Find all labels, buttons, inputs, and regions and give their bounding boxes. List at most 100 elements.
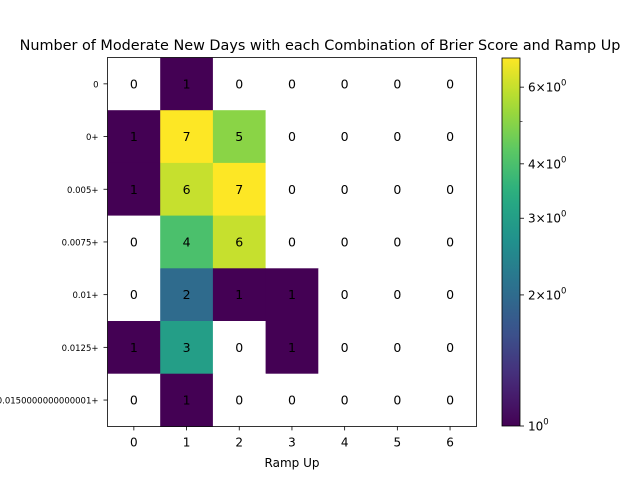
x-tick-label: 1 <box>183 435 191 449</box>
cell-value-label: 0 <box>130 76 138 91</box>
colorbar: 100 2×100 3×100 4×100 6×100 <box>501 57 566 434</box>
y-tick-label: 0.005+ <box>67 186 98 196</box>
heatmap-cell <box>107 215 161 269</box>
cell-value-label: 0 <box>235 393 243 408</box>
heatmap-cell <box>318 373 372 427</box>
cell-value-label: 7 <box>235 182 243 197</box>
cell-value-label: 0 <box>288 182 296 197</box>
heatmap-cell <box>423 57 477 111</box>
x-axis-label: Ramp Up <box>265 456 320 470</box>
cell-value-label: 0 <box>341 393 349 408</box>
heatmap-cell <box>265 110 319 164</box>
heatmap-cell <box>160 215 214 269</box>
y-tick-label: 0.0075+ <box>62 238 99 248</box>
heatmap-cell <box>212 110 266 164</box>
cell-value-label: 1 <box>130 182 138 197</box>
cell-value-label: 4 <box>183 234 191 249</box>
cell-value-label: 0 <box>446 234 454 249</box>
cell-value-label: 0 <box>341 287 349 302</box>
cell-value-label: 0 <box>341 234 349 249</box>
heatmap-cell <box>212 57 266 111</box>
cell-value-label: 0 <box>341 340 349 355</box>
cell-value-label: 0 <box>235 340 243 355</box>
heatmap-cell <box>423 373 477 427</box>
cell-value-label: 0 <box>446 287 454 302</box>
heatmap-cell <box>318 162 372 216</box>
cell-value-label: 0 <box>393 340 401 355</box>
heatmap-cell <box>265 57 319 111</box>
cell-value-label: 1 <box>130 340 138 355</box>
cell-value-label: 0 <box>288 393 296 408</box>
cell-value-label: 5 <box>235 129 243 144</box>
colorbar-tick-label: 6×100 <box>528 79 566 95</box>
heatmap-cell <box>265 268 319 322</box>
cell-value-label: 2 <box>183 287 191 302</box>
cell-value-label: 1 <box>288 287 296 302</box>
heatmap-cell <box>423 162 477 216</box>
cell-value-label: 0 <box>393 287 401 302</box>
heatmap-cell <box>212 162 266 216</box>
heatmap-cell <box>107 321 161 375</box>
cell-value-label: 0 <box>393 393 401 408</box>
cell-value-label: 0 <box>446 340 454 355</box>
chart-title: Number of Moderate New Days with each Co… <box>20 38 621 54</box>
cell-value-label: 0 <box>288 76 296 91</box>
heatmap-cell <box>212 215 266 269</box>
heatmap-cell <box>318 57 372 111</box>
cell-value-label: 6 <box>183 182 191 197</box>
x-axis-ticks: 0 1 2 3 4 5 6 <box>130 426 454 449</box>
heatmap-cell <box>107 268 161 322</box>
heatmap-cell <box>265 373 319 427</box>
heatmap-cell <box>371 268 425 322</box>
heatmap-cell <box>371 162 425 216</box>
heatmap-cell-labels: 0 1 0 0 0 0 0 1 7 5 0 0 0 0 1 6 7 0 0 0 0 0 4 6 0 0 0 0 0 2 1 1 0 0 0 1 3 0 1 0… <box>130 76 454 407</box>
cell-value-label: 0 <box>393 76 401 91</box>
heatmap-cell <box>107 110 161 164</box>
heatmap-cell <box>371 321 425 375</box>
y-tick-label: 0.0150000000000001+ <box>0 397 99 407</box>
heatmap-cell <box>160 57 214 111</box>
heatmap-cell <box>212 268 266 322</box>
heatmap-cell <box>423 215 477 269</box>
heatmap-cell <box>107 162 161 216</box>
heatmap-cell <box>371 215 425 269</box>
y-tick-label: 0 <box>93 80 98 90</box>
cell-value-label: 1 <box>130 129 138 144</box>
cell-value-label: 0 <box>341 76 349 91</box>
heatmap-cell <box>107 373 161 427</box>
heatmap-cell <box>318 321 372 375</box>
heatmap-cell <box>212 373 266 427</box>
cell-value-label: 7 <box>183 129 191 144</box>
heatmap-cell <box>371 110 425 164</box>
cell-value-label: 0 <box>288 129 296 144</box>
heatmap-cell <box>160 268 214 322</box>
cell-value-label: 1 <box>235 287 243 302</box>
cell-value-label: 0 <box>288 234 296 249</box>
heatmap-cell <box>265 321 319 375</box>
x-tick-label: 5 <box>394 435 402 449</box>
heatmap-cell <box>265 162 319 216</box>
cell-value-label: 0 <box>130 234 138 249</box>
cell-value-label: 0 <box>446 182 454 197</box>
cell-value-label: 0 <box>446 129 454 144</box>
cell-value-label: 0 <box>341 182 349 197</box>
heatmap-cell <box>423 321 477 375</box>
heatmap-cell <box>107 57 161 111</box>
x-tick-label: 4 <box>341 435 349 449</box>
cell-value-label: 0 <box>446 393 454 408</box>
colorbar-gradient <box>501 57 521 427</box>
cell-value-label: 0 <box>235 76 243 91</box>
colorbar-tick-label: 3×100 <box>528 210 566 226</box>
x-tick-label: 0 <box>130 435 138 449</box>
cell-value-label: 1 <box>288 340 296 355</box>
cell-value-label: 0 <box>393 182 401 197</box>
heatmap-cell <box>318 268 372 322</box>
heatmap-cell <box>318 110 372 164</box>
x-tick-label: 3 <box>288 435 296 449</box>
heatmap-cell <box>371 373 425 427</box>
y-tick-label: 0.0125+ <box>62 344 99 354</box>
heatmap-cell <box>160 162 214 216</box>
heatmap-cell <box>160 321 214 375</box>
